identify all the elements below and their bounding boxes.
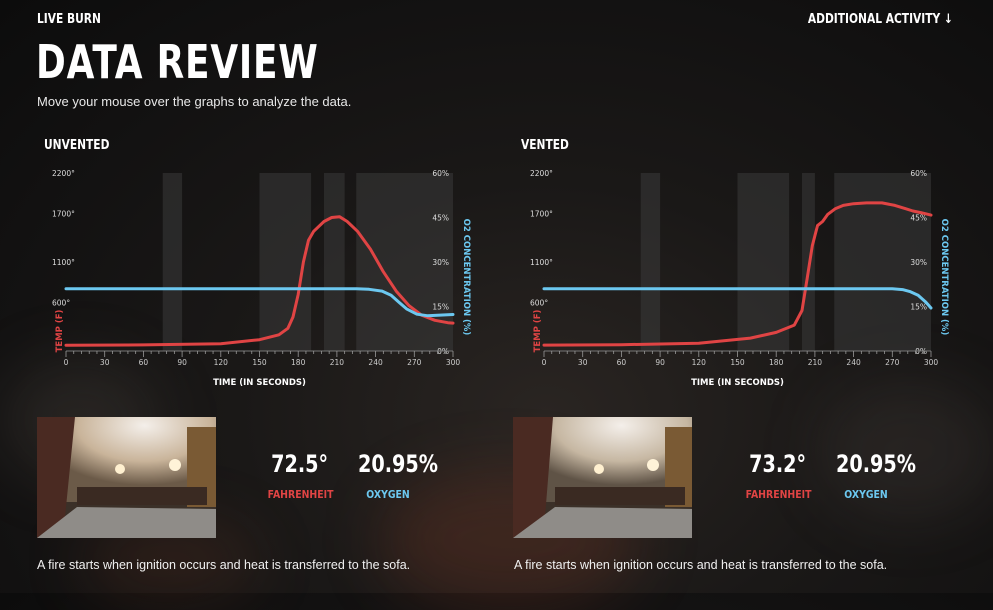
y2-tick-label: 15% — [432, 303, 449, 312]
y-tick-label: 600° — [530, 298, 548, 307]
x-tick-label: 150 — [730, 358, 745, 367]
y2-tick-label: 60% — [910, 169, 927, 178]
panel-label-vented: VENTED — [521, 138, 569, 153]
shaded-band — [324, 173, 345, 351]
y-tick-label: 1700° — [52, 209, 75, 218]
x-tick-label: 240 — [368, 358, 383, 367]
vented-temp-value: 73.2° — [749, 450, 806, 478]
x-tick-label: 120 — [692, 358, 707, 367]
section-label: LIVE BURN — [37, 12, 101, 27]
y2-tick-label: 45% — [910, 214, 927, 223]
shaded-band — [162, 173, 183, 351]
unvented-temp-label: FAHRENHEIT — [267, 488, 334, 501]
y2-tick-label: 15% — [910, 303, 927, 312]
x-tick-label: 150 — [252, 358, 267, 367]
x-tick-label: 60 — [139, 358, 149, 367]
additional-activity-link[interactable]: ADDITIONAL ACTIVITY ↓ — [807, 12, 953, 27]
vented-oxygen-label: OXYGEN — [844, 488, 888, 501]
x-tick-label: 180 — [769, 358, 784, 367]
y2-tick-label: 30% — [910, 258, 927, 267]
y-tick-label: 2200° — [530, 169, 553, 178]
y2-tick-label: 30% — [432, 258, 449, 267]
y-tick-label: 1700° — [530, 209, 553, 218]
vented-temp-reading: 73.2° FAHRENHEIT — [740, 450, 815, 501]
unvented-temp-reading: 72.5° FAHRENHEIT — [262, 450, 337, 501]
vented-oxygen-value: 20.95% — [835, 450, 916, 478]
panel-label-unvented: UNVENTED — [44, 138, 110, 153]
unvented-oxygen-label: OXYGEN — [366, 488, 410, 501]
unvented-temp-value: 72.5° — [271, 450, 328, 478]
x-tick-label: 240 — [846, 358, 861, 367]
page-subtitle: Move your mouse over the graphs to analy… — [37, 94, 352, 109]
vented-chart[interactable]: 2200°1700°1100°600°60%45%30%15%0%0 30 60 90… — [508, 160, 958, 390]
x-tick-label: 210 — [808, 358, 823, 367]
x-axis-label: TIME (IN SECONDS) — [213, 378, 306, 388]
x-tick-label: 60 — [617, 358, 627, 367]
y-tick-label: 1100° — [52, 258, 75, 267]
unvented-caption: A fire starts when ignition occurs and h… — [37, 558, 411, 572]
vented-camera-thumbnail — [513, 417, 692, 538]
y-tick-label: 2200° — [52, 169, 75, 178]
y2-axis-label: O2 CONCENTRATION (%) — [461, 219, 471, 336]
x-tick-label: 30 — [578, 358, 588, 367]
y2-axis-label: O2 CONCENTRATION (%) — [939, 219, 949, 336]
y2-tick-label: 60% — [432, 169, 449, 178]
y-tick-label: 1100° — [530, 258, 553, 267]
x-tick-label: 210 — [330, 358, 345, 367]
oxygen-series-line — [64, 287, 455, 318]
x-tick-label: 0 — [64, 358, 69, 367]
x-tick-label: 90 — [655, 358, 665, 367]
temp-series-line — [64, 215, 455, 347]
x-tick-label: 300 — [446, 358, 461, 367]
page-title: DATA REVIEW — [36, 35, 319, 89]
x-tick-label: 300 — [924, 358, 939, 367]
y-axis-label: TEMP (F) — [55, 309, 65, 352]
y2-tick-label: 45% — [432, 214, 449, 223]
vented-oxygen-reading: 20.95% OXYGEN — [826, 450, 916, 501]
unvented-oxygen-value: 20.95% — [357, 450, 438, 478]
y-tick-label: 600° — [52, 298, 70, 307]
vented-temp-label: FAHRENHEIT — [745, 488, 812, 501]
x-tick-label: 30 — [100, 358, 110, 367]
unvented-chart[interactable]: 2200°1700°1100°600°60%45%30%15%0%0 30 60 90… — [30, 160, 480, 390]
oxygen-series-line — [542, 287, 933, 310]
x-tick-label: 120 — [214, 358, 229, 367]
x-tick-label: 180 — [291, 358, 306, 367]
x-tick-label: 270 — [885, 358, 900, 367]
shaded-band — [737, 173, 790, 351]
unvented-oxygen-reading: 20.95% OXYGEN — [348, 450, 438, 501]
temp-series-line — [542, 201, 933, 347]
y-axis-label: TEMP (F) — [533, 309, 543, 352]
x-tick-label: 270 — [407, 358, 422, 367]
x-tick-label: 0 — [542, 358, 547, 367]
x-axis-label: TIME (IN SECONDS) — [691, 378, 784, 388]
vented-caption: A fire starts when ignition occurs and h… — [514, 558, 888, 572]
unvented-camera-thumbnail — [37, 417, 216, 538]
x-tick-label: 90 — [177, 358, 187, 367]
shaded-band — [640, 173, 661, 351]
